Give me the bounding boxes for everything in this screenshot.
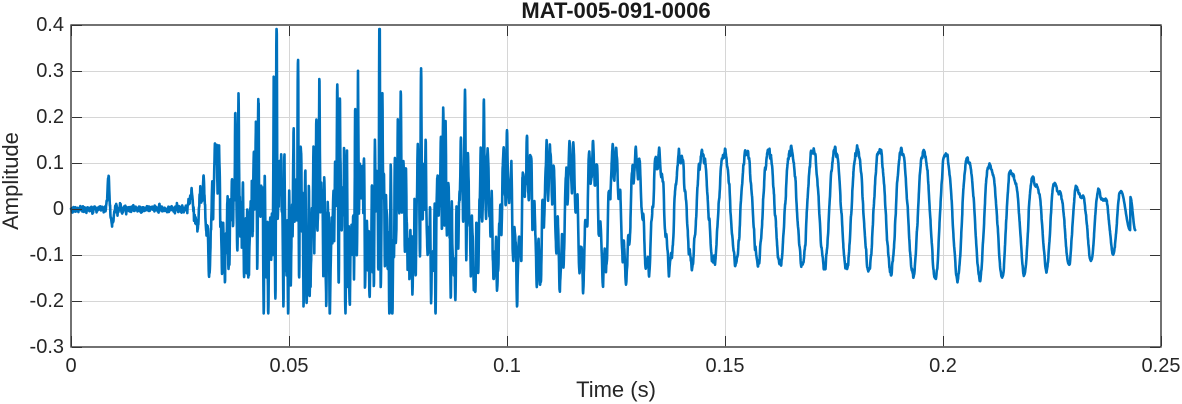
- svg-text:0.15: 0.15: [706, 355, 745, 377]
- svg-text:-0.3: -0.3: [30, 336, 64, 358]
- svg-text:0.1: 0.1: [36, 152, 64, 174]
- svg-text:0.05: 0.05: [270, 355, 309, 377]
- svg-text:0: 0: [65, 355, 76, 377]
- svg-text:0.2: 0.2: [929, 355, 957, 377]
- svg-text:0.1: 0.1: [493, 355, 521, 377]
- svg-text:0.2: 0.2: [36, 106, 64, 128]
- svg-text:0.4: 0.4: [36, 14, 64, 36]
- svg-text:Time (s): Time (s): [576, 377, 656, 402]
- svg-text:0: 0: [53, 198, 64, 220]
- svg-text:MAT-005-091-0006: MAT-005-091-0006: [521, 0, 710, 23]
- svg-text:-0.2: -0.2: [30, 290, 64, 312]
- svg-text:0.3: 0.3: [36, 60, 64, 82]
- svg-text:Amplitude: Amplitude: [0, 132, 23, 230]
- svg-text:-0.1: -0.1: [30, 244, 64, 266]
- svg-text:0.25: 0.25: [1142, 355, 1181, 377]
